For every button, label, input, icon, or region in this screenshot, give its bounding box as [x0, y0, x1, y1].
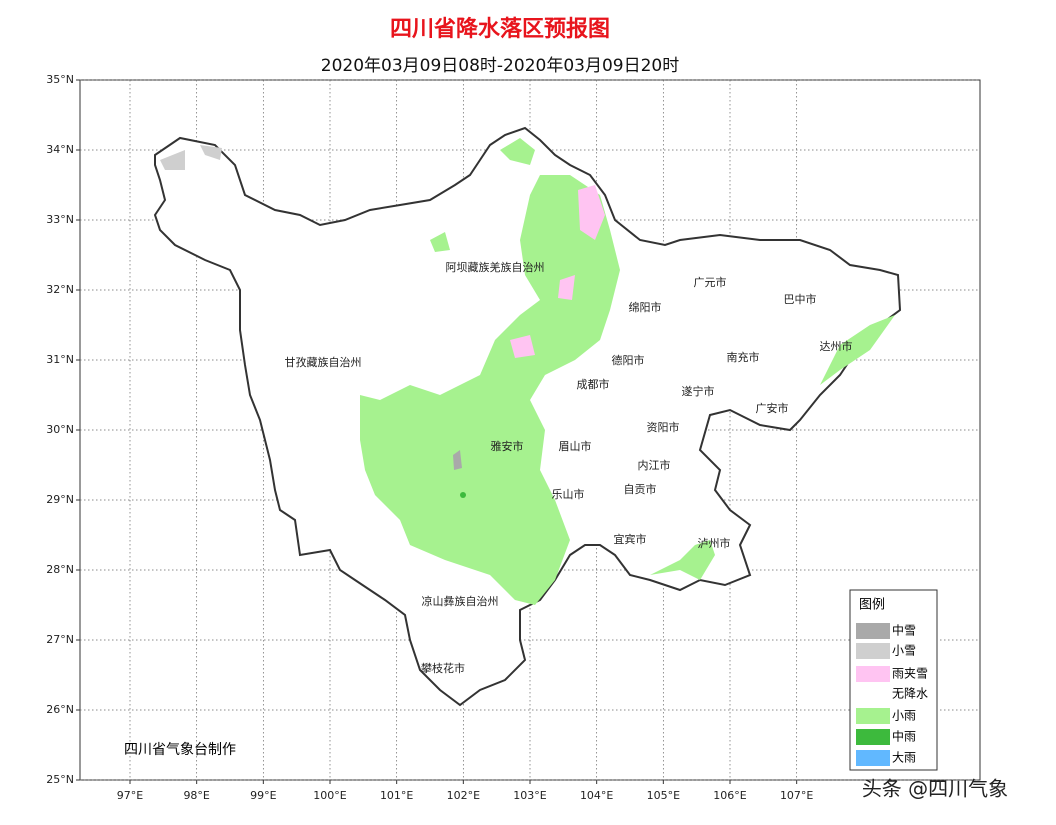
legend-label: 小雨 [892, 709, 916, 723]
x-tick-label: 106°E [713, 789, 746, 802]
region-label: 自贡市 [624, 482, 657, 496]
legend-title: 图例 [859, 598, 885, 613]
region-label: 南充市 [727, 350, 760, 364]
legend-label: 雨夹雪 [892, 667, 928, 681]
light-rain-area [650, 540, 715, 580]
y-tick-label: 35°N [46, 73, 74, 86]
x-tick-label: 98°E [183, 789, 209, 802]
region-label: 内江市 [638, 458, 671, 472]
y-tick-label: 34°N [46, 143, 74, 156]
y-tick-label: 33°N [46, 213, 74, 226]
legend-label: 小雪 [892, 644, 916, 658]
x-tick-label: 99°E [250, 789, 276, 802]
legend-label: 无降水 [892, 687, 928, 701]
x-tick-label: 97°E [117, 789, 143, 802]
x-tick-label: 102°E [447, 789, 480, 802]
light-rain-area [500, 138, 535, 165]
region-label: 资阳市 [647, 420, 680, 434]
sleet-area [558, 275, 575, 300]
credit: 四川省气象台制作 [124, 742, 236, 758]
legend-label: 大雨 [892, 751, 916, 765]
region-label: 宜宾市 [614, 532, 647, 546]
y-tick-label: 26°N [46, 703, 74, 716]
legend-label: 中雨 [892, 729, 916, 744]
legend-swatch [856, 643, 890, 659]
light-rain-area [430, 232, 450, 252]
light-snow-area [200, 145, 222, 160]
region-label: 乐山市 [552, 487, 585, 501]
legend-swatch [856, 623, 890, 639]
y-tick-label: 31°N [46, 353, 74, 366]
y-tick-label: 28°N [46, 563, 74, 576]
x-tick-label: 105°E [647, 789, 680, 802]
region-label: 甘孜藏族自治州 [285, 355, 362, 369]
legend-swatch [856, 666, 890, 682]
region-label: 眉山市 [559, 439, 592, 453]
x-tick-label: 103°E [513, 789, 546, 802]
sleet-area [578, 185, 605, 240]
light-snow-area [160, 150, 185, 170]
legend-swatch [856, 686, 890, 702]
watermark: 头条 @四川气象 [862, 777, 1008, 801]
region-label: 德阳市 [612, 353, 645, 367]
light-rain-area [820, 315, 895, 385]
region-label: 阿坝藏族羌族自治州 [446, 260, 545, 274]
region-label: 广安市 [756, 401, 789, 415]
x-tick-label: 100°E [313, 789, 346, 802]
title: 四川省降水落区预报图 [390, 17, 610, 42]
subtitle: 2020年03月09日08时-2020年03月09日20时 [321, 56, 679, 76]
sleet-area [510, 335, 535, 358]
region-label: 成都市 [577, 377, 610, 391]
moderate-snow-area [453, 450, 462, 470]
legend-swatch [856, 750, 890, 766]
y-tick-label: 27°N [46, 633, 74, 646]
light-rain-area [360, 175, 620, 605]
legend-swatch [856, 708, 890, 724]
region-label: 泸州市 [698, 536, 731, 550]
region-label: 广元市 [694, 275, 727, 289]
y-tick-label: 25°N [46, 773, 74, 786]
region-label: 遂宁市 [682, 384, 715, 398]
x-tick-label: 101°E [380, 789, 413, 802]
x-tick-label: 107°E [780, 789, 813, 802]
moderate-rain-area [460, 492, 466, 498]
region-label: 巴中市 [784, 292, 817, 306]
region-label: 雅安市 [491, 439, 524, 453]
region-label: 达州市 [820, 339, 853, 353]
region-label: 攀枝花市 [421, 661, 465, 675]
region-label: 凉山彝族自治州 [422, 594, 499, 608]
y-tick-label: 30°N [46, 423, 74, 436]
region-label: 绵阳市 [629, 300, 662, 314]
legend-label: 中雪 [892, 623, 916, 638]
y-tick-label: 32°N [46, 283, 74, 296]
legend-swatch [856, 729, 890, 745]
y-tick-label: 29°N [46, 493, 74, 506]
x-tick-label: 104°E [580, 789, 613, 802]
